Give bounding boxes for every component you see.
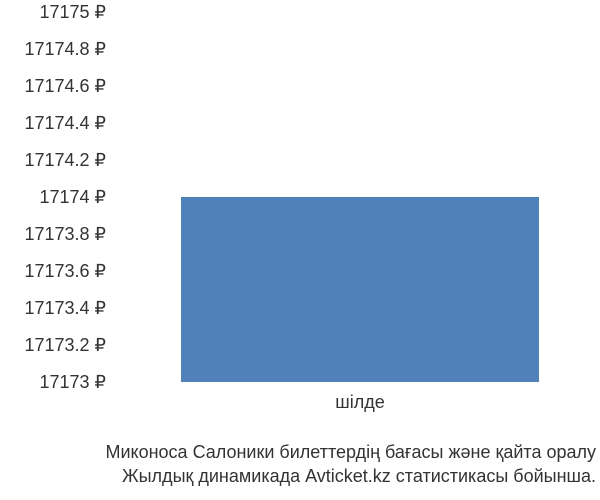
bar [181,197,540,382]
chart-caption: Миконоса Салоники билеттердің бағасы жән… [0,440,598,489]
plot-area [130,12,590,382]
caption-line-2: Жылдық динамикада Avticket.kz статистика… [122,466,596,486]
y-axis: 17175 ₽ 17174.8 ₽ 17174.6 ₽ 17174.4 ₽ 17… [0,12,110,382]
x-tick-label: шілде [130,392,590,413]
caption-line-1: Миконоса Салоники билеттердің бағасы жән… [105,442,596,462]
price-chart: 17175 ₽ 17174.8 ₽ 17174.6 ₽ 17174.4 ₽ 17… [0,0,600,500]
